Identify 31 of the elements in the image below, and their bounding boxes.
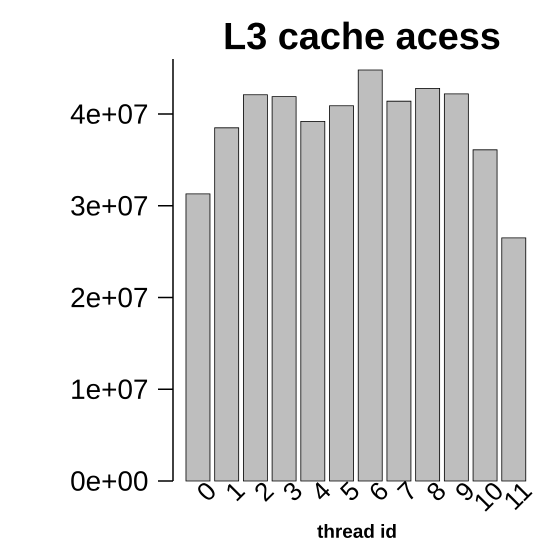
x-tick-label: 0: [198, 483, 215, 500]
x-tick-label: 3: [284, 482, 302, 500]
x-tick-label: 8: [428, 482, 445, 500]
x-tick-label: 4: [316, 482, 330, 500]
bar: [300, 120, 326, 482]
bar: [242, 94, 268, 482]
bar: [501, 237, 526, 482]
bar: [472, 149, 498, 482]
bar: [358, 70, 383, 482]
bar: [444, 93, 469, 482]
x-tick-label: 6: [370, 482, 388, 500]
y-tick-label: 3e+07: [71, 196, 148, 216]
x-tick-label: 5: [340, 481, 358, 500]
y-tick-label: 0e+00: [71, 471, 148, 491]
x-axis-title: thread id: [317, 524, 396, 538]
bar: [186, 193, 210, 482]
x-tick-label: 7: [396, 480, 414, 500]
x-tick-label: 2: [255, 482, 274, 502]
x-tick-label: 1: [227, 484, 246, 502]
y-tick-label: 2e+07: [72, 288, 148, 308]
bar: [272, 96, 296, 482]
y-tick-label: 1e+07: [72, 379, 148, 400]
x-tick-label: 9: [456, 483, 473, 500]
bar: [386, 100, 412, 482]
bar: [415, 88, 440, 482]
chart-title: L3 cache acess: [226, 22, 500, 50]
x-tick-label: 11: [506, 484, 533, 510]
bar: [329, 105, 354, 482]
x-tick-label: 10: [476, 483, 502, 512]
bar: [214, 127, 240, 482]
y-tick-label: 4e+07: [70, 104, 148, 124]
